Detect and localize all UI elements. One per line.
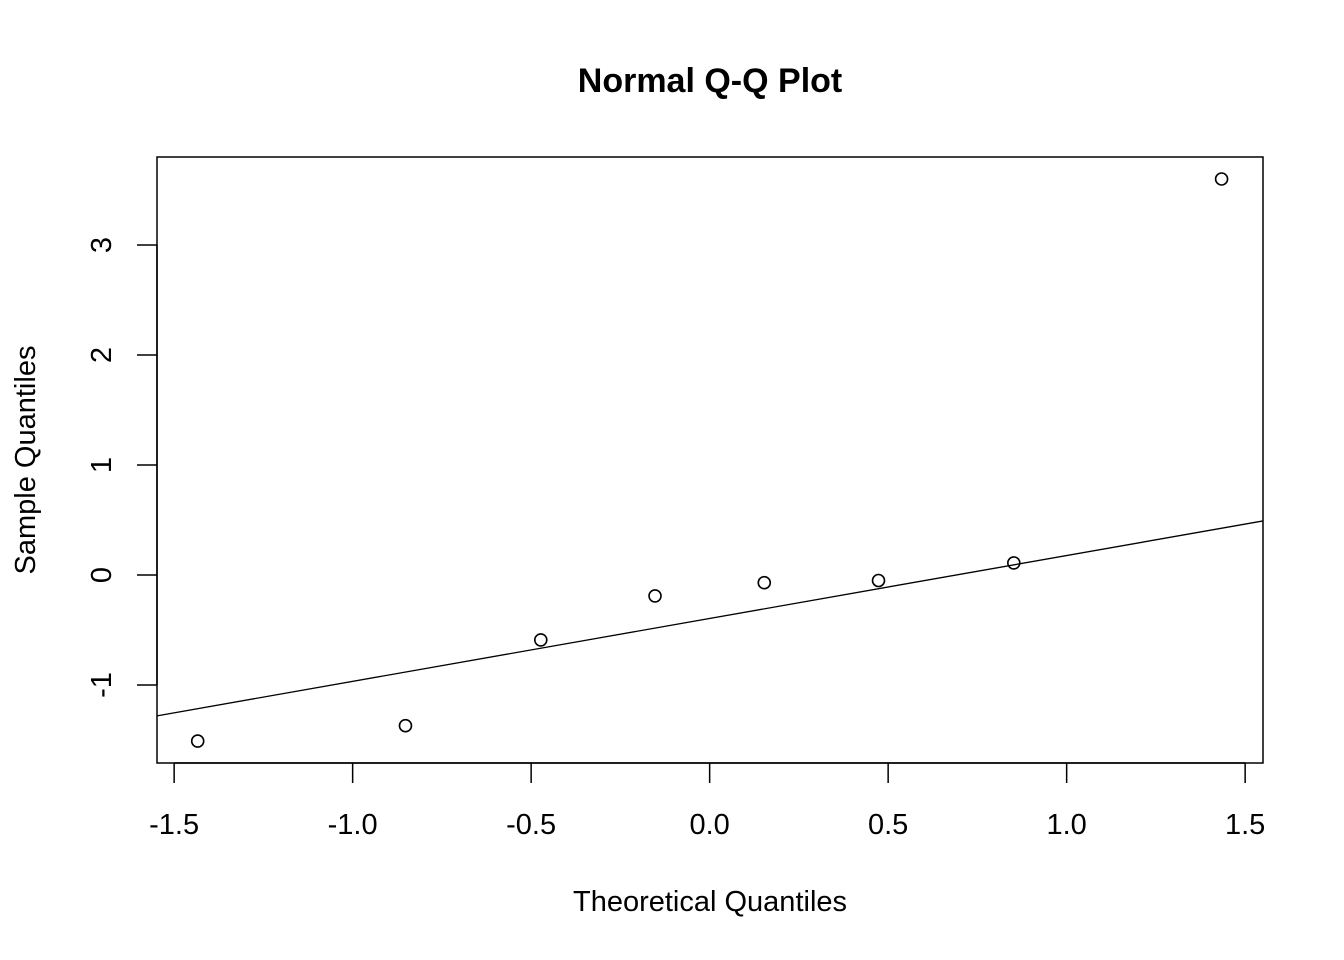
y-axis-label: Sample Quantiles <box>10 346 42 575</box>
chart-title: Normal Q-Q Plot <box>578 62 842 100</box>
y-tick-label: 3 <box>86 237 118 253</box>
x-tick-label: -1.0 <box>328 809 378 841</box>
data-point <box>757 575 772 590</box>
data-point <box>533 633 548 647</box>
data-point <box>871 573 886 588</box>
x-axis: -1.5 -1.0 -0.5 0.0 0.5 1.0 1.5 <box>149 762 1265 841</box>
y-tick-label: 2 <box>86 347 118 363</box>
x-tick-label: 0.5 <box>868 809 908 841</box>
data-point <box>190 734 205 748</box>
x-tick-label: 1.5 <box>1225 809 1265 841</box>
data-point <box>1007 556 1021 570</box>
y-tick-label: 0 <box>86 567 118 583</box>
x-tick-label: 1.0 <box>1046 809 1086 841</box>
y-tick-label: -1 <box>86 672 118 698</box>
y-tick-label: 1 <box>86 457 118 473</box>
data-point <box>398 718 413 733</box>
x-axis-label: Theoretical Quantiles <box>573 886 847 918</box>
x-tick-label: -1.5 <box>149 809 199 841</box>
x-tick-label: -0.5 <box>506 809 556 841</box>
reference-line <box>156 520 1264 717</box>
x-tick-label: 0.0 <box>689 809 729 841</box>
plot-frame <box>156 156 1264 764</box>
data-point <box>1214 172 1229 186</box>
data-point <box>648 589 662 603</box>
plot-marks <box>156 172 1264 748</box>
y-axis: -1 0 1 2 3 <box>86 237 158 698</box>
